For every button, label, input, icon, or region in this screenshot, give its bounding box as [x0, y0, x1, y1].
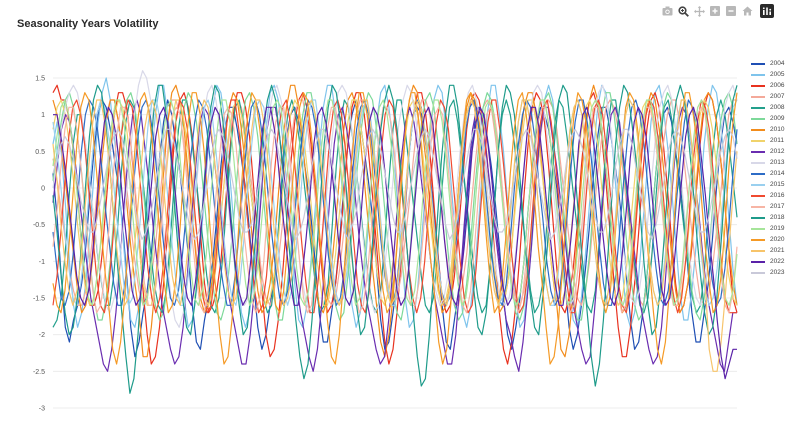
series-line-2012[interactable]: [52, 99, 737, 372]
y-tick-label: 1: [41, 112, 45, 119]
legend-item-2007[interactable]: 2007: [751, 91, 797, 102]
zoom-in-icon[interactable]: [708, 4, 722, 18]
legend-label: 2020: [770, 236, 785, 243]
legend-swatch: [751, 139, 765, 142]
legend-label: 2007: [770, 93, 785, 100]
legend-item-2016[interactable]: 2016: [751, 190, 797, 201]
legend-item-2015[interactable]: 2015: [751, 179, 797, 190]
series-line-2021[interactable]: [52, 99, 738, 372]
series-line-2023[interactable]: [52, 128, 738, 240]
y-tick-label: -0.5: [33, 222, 45, 229]
legend-item-2006[interactable]: 2006: [751, 80, 797, 91]
series-line-2022[interactable]: [53, 106, 737, 380]
legend-item-2021[interactable]: 2021: [751, 245, 797, 256]
plotly-logo-icon[interactable]: [760, 4, 774, 18]
legend-item-2009[interactable]: 2009: [751, 113, 797, 124]
y-tick-label: 0: [41, 186, 45, 193]
legend-label: 2017: [770, 203, 785, 210]
legend-swatch: [751, 73, 765, 76]
legend-swatch: [751, 117, 765, 120]
series-lines: [52, 70, 738, 394]
legend-swatch: [751, 62, 765, 65]
legend-item-2011[interactable]: 2011: [751, 135, 797, 146]
y-tick-label: -1: [39, 259, 45, 266]
legend-item-2023[interactable]: 2023: [751, 267, 797, 278]
legend-item-2018[interactable]: 2018: [751, 212, 797, 223]
pan-icon[interactable]: [692, 4, 706, 18]
legend-item-2005[interactable]: 2005: [751, 69, 797, 80]
legend-label: 2006: [770, 82, 785, 89]
legend-swatch: [751, 172, 765, 175]
legend-label: 2011: [770, 137, 784, 144]
y-tick-label: -1.5: [33, 296, 45, 303]
legend-label: 2012: [770, 148, 785, 155]
legend-label: 2008: [770, 104, 785, 111]
legend-swatch: [751, 205, 765, 208]
legend-item-2022[interactable]: 2022: [751, 256, 797, 267]
legend-item-2004[interactable]: 2004: [751, 58, 797, 69]
camera-icon[interactable]: [660, 4, 674, 18]
y-tick-label: 1.5: [35, 76, 45, 83]
zoom-icon[interactable]: [676, 4, 690, 18]
series-line-2006[interactable]: [52, 84, 738, 365]
legend-item-2020[interactable]: 2020: [751, 234, 797, 245]
legend-label: 2005: [770, 71, 785, 78]
y-axis-ticks: 1.5 1 0.5 0 -0.5 -1 -1.5 -2 -2.5 -3: [33, 76, 45, 413]
legend-item-2017[interactable]: 2017: [751, 201, 797, 212]
legend-label: 2015: [770, 181, 785, 188]
legend-swatch: [751, 249, 765, 252]
legend-swatch: [751, 216, 765, 219]
modebar: [660, 4, 774, 18]
legend-swatch: [751, 128, 765, 131]
legend-item-2012[interactable]: 2012: [751, 146, 797, 157]
legend-label: 2019: [770, 225, 785, 232]
legend-label: 2016: [770, 192, 785, 199]
legend-swatch: [751, 150, 765, 153]
legend-label: 2010: [770, 126, 785, 133]
legend-swatch: [751, 183, 765, 186]
legend-swatch: [751, 260, 765, 263]
legend-label: 2018: [770, 214, 785, 221]
legend-label: 2009: [770, 115, 785, 122]
legend: 2004 2005 2006 2007 2008 2009 2010 2011 2012 2013…: [751, 58, 797, 278]
legend-swatch: [751, 194, 765, 197]
legend-label: 2021: [770, 247, 785, 254]
y-tick-label: -2.5: [33, 369, 45, 376]
legend-swatch: [751, 161, 765, 164]
home-icon[interactable]: [740, 4, 754, 18]
legend-item-2013[interactable]: 2013: [751, 157, 797, 168]
legend-swatch: [751, 84, 765, 87]
legend-item-2008[interactable]: 2008: [751, 102, 797, 113]
legend-label: 2023: [770, 269, 785, 276]
series-line-2017[interactable]: [52, 106, 738, 314]
legend-label: 2004: [770, 60, 785, 67]
legend-item-2014[interactable]: 2014: [751, 168, 797, 179]
legend-swatch: [751, 271, 765, 274]
legend-swatch: [751, 238, 765, 241]
zoom-out-icon[interactable]: [724, 4, 738, 18]
series-line-2016[interactable]: [52, 99, 737, 314]
legend-item-2010[interactable]: 2010: [751, 124, 797, 135]
legend-swatch: [751, 227, 765, 230]
y-tick-label: -3: [39, 406, 45, 413]
legend-swatch: [751, 106, 765, 109]
legend-label: 2014: [770, 170, 785, 177]
legend-label: 2022: [770, 258, 785, 265]
legend-label: 2013: [770, 159, 785, 166]
legend-swatch: [751, 95, 765, 98]
legend-item-2019[interactable]: 2019: [751, 223, 797, 234]
y-tick-label: 0.5: [35, 149, 45, 156]
chart-title: Seasonality Years Volatility: [17, 18, 159, 30]
series-line-2019[interactable]: [52, 99, 738, 306]
y-tick-label: -2: [39, 332, 45, 339]
